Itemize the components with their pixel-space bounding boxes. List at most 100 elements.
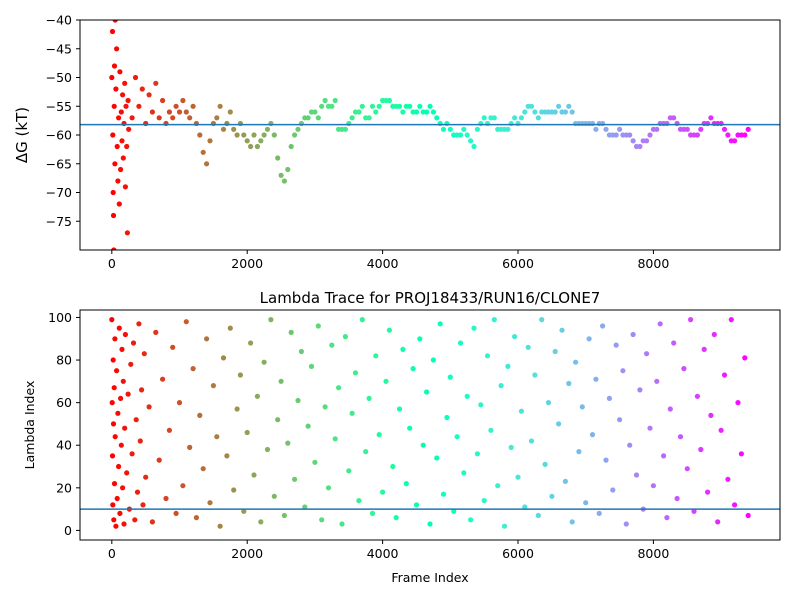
dg-point [698, 126, 704, 132]
lambda-y-tick-label: 100 [48, 310, 72, 325]
lambda-point [603, 457, 609, 463]
lambda-point [366, 395, 372, 401]
lambda-point [207, 500, 213, 506]
lambda-point [586, 336, 592, 342]
dg-point [468, 138, 474, 144]
lambda-point [352, 370, 359, 376]
lambda-x-tick-label: 6000 [502, 546, 534, 561]
dg-point [116, 201, 122, 207]
lambda-point [677, 434, 684, 440]
dg-point [732, 138, 738, 144]
lambda-point [227, 325, 233, 331]
lambda-point [190, 366, 196, 372]
dg-point [261, 132, 267, 138]
lambda-point [241, 508, 247, 514]
lambda-point [661, 453, 667, 459]
dg-point [491, 115, 497, 121]
dg-point [721, 126, 728, 132]
lambda-point [342, 334, 348, 340]
lambda-point [637, 387, 643, 393]
lambda-point [559, 327, 565, 333]
lambda-point [725, 476, 731, 482]
lambda-point [308, 363, 315, 369]
lambda-point [403, 481, 409, 487]
lambda-point [681, 366, 687, 372]
lambda-point [407, 425, 413, 431]
dg-point [113, 86, 119, 92]
dg-point [264, 126, 271, 132]
lambda-panel: Lambda Trace for PROJ18433/RUN16/CLONE7 … [22, 289, 781, 585]
lambda-point [684, 466, 690, 472]
lambda-y-tick-label: 20 [56, 480, 72, 495]
dg-point [528, 103, 535, 109]
dg-panel: 0 2000 4000 6000 8000 −75−70−65−60−55−50−45−… [13, 13, 781, 271]
lambda-point [380, 489, 386, 495]
lambda-point [376, 432, 382, 438]
lambda-point [647, 425, 653, 431]
dg-point [244, 138, 250, 144]
lambda-point [160, 376, 166, 382]
lambda-point [110, 502, 116, 508]
dg-point [373, 109, 379, 115]
dg-point [725, 132, 731, 138]
lambda-point [535, 512, 541, 519]
dg-point [110, 212, 117, 219]
lambda-point [117, 510, 123, 516]
lambda-point [109, 400, 115, 406]
lambda-point [176, 400, 183, 406]
dg-point [118, 166, 124, 173]
lambda-point [200, 466, 206, 472]
dg-point [110, 132, 116, 138]
lambda-point [119, 346, 125, 352]
dg-point [396, 103, 403, 109]
lambda-point [114, 495, 120, 502]
lambda-y-tick-label: 40 [56, 438, 72, 453]
dg-point [278, 172, 284, 178]
dg-x-tick-label: 4000 [367, 256, 399, 271]
lambda-point [420, 442, 426, 448]
dg-point [176, 109, 183, 115]
lambda-point [715, 519, 721, 525]
lambda-point [471, 325, 477, 331]
dg-point [123, 103, 129, 109]
lambda-point [630, 331, 636, 338]
dg-point [132, 74, 139, 81]
lambda-point [292, 476, 298, 482]
lambda-point [390, 463, 396, 470]
lambda-point [417, 336, 423, 342]
lambda-point [688, 317, 694, 323]
lambda-point [539, 317, 545, 323]
lambda-point [440, 491, 447, 497]
lambda-point [738, 451, 745, 457]
dg-y-tick-label: −45 [46, 41, 72, 56]
dg-point [120, 92, 126, 98]
dg-x-tick-label: 6000 [502, 256, 534, 271]
dg-point [322, 97, 328, 104]
dg-y-axis-label: ΔG (kT) [13, 107, 31, 163]
lambda-point [732, 502, 738, 508]
dg-point [745, 126, 751, 132]
lambda-point [691, 508, 697, 514]
dg-point [227, 109, 233, 115]
lambda-point [518, 408, 525, 414]
lambda-point [122, 425, 128, 431]
dg-point [427, 103, 433, 109]
dg-point [356, 109, 362, 115]
lambda-point [112, 434, 118, 440]
dg-point [342, 126, 348, 132]
dg-point [234, 132, 240, 138]
lambda-point [488, 427, 494, 433]
lambda-point [141, 351, 147, 357]
dg-x-tick-label: 8000 [637, 256, 669, 271]
dg-point [109, 74, 115, 81]
lambda-point [248, 340, 254, 346]
dg-point [457, 132, 464, 138]
lambda-point [579, 404, 585, 410]
dg-x-tick-label: 2000 [231, 256, 263, 271]
lambda-point [484, 353, 491, 359]
lambda-point [461, 470, 467, 476]
lambda-point [183, 319, 189, 325]
lambda-point [491, 317, 497, 323]
lambda-point [110, 421, 117, 427]
dg-point [413, 109, 420, 115]
